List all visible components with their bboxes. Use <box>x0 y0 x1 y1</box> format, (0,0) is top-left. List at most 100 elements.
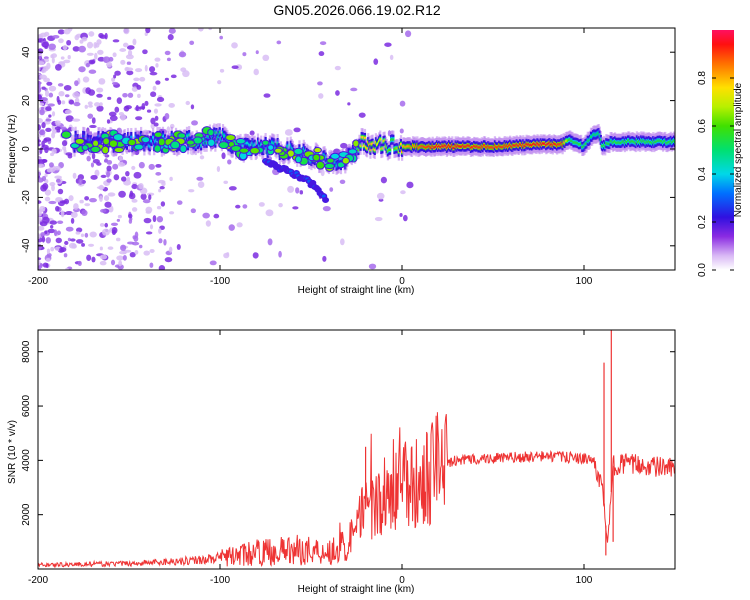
noise-speckle <box>59 246 67 253</box>
noise-speckle <box>61 100 66 105</box>
snr-axes: -200 -100 0 100 2000 4000 6000 8000 <box>21 330 675 586</box>
noise-speckle <box>84 203 91 207</box>
noise-speckle <box>322 205 331 212</box>
noise-speckle <box>399 213 403 217</box>
colorbar-label: Normalized spectral amplitude <box>733 82 744 217</box>
noise-speckle <box>134 250 139 255</box>
noise-speckle <box>48 92 54 98</box>
noise-speckle <box>267 238 273 246</box>
noise-speckle <box>334 65 341 71</box>
noise-speckle <box>38 216 42 222</box>
noise-speckle <box>136 84 142 90</box>
colorbar-tick-label: 0.0 <box>697 263 708 277</box>
ridge-core <box>672 139 675 142</box>
noise-speckle <box>63 253 68 258</box>
noise-speckle <box>155 80 161 85</box>
noise-speckle <box>132 38 137 46</box>
noise-speckle <box>406 181 414 189</box>
ridge-blob <box>326 157 335 164</box>
noise-speckle <box>403 214 408 222</box>
noise-speckle <box>138 182 144 190</box>
noise-speckle <box>38 143 41 147</box>
ridge-blob <box>312 153 321 162</box>
y-tick-label: -20 <box>21 190 32 205</box>
noise-speckle <box>135 116 143 121</box>
ridge-blob <box>127 138 137 147</box>
noise-speckle <box>64 240 69 246</box>
noise-speckle <box>199 155 205 160</box>
noise-speckle <box>191 120 198 126</box>
noise-speckle <box>68 195 74 202</box>
noise-speckle <box>153 108 159 114</box>
noise-speckle <box>49 220 58 225</box>
noise-speckle <box>176 200 183 205</box>
noise-speckle <box>347 102 351 106</box>
noise-speckle <box>317 81 323 86</box>
noise-speckle <box>100 208 107 213</box>
noise-speckle <box>120 113 126 121</box>
noise-speckle <box>96 87 104 93</box>
noise-speckle <box>77 174 85 181</box>
noise-speckle <box>38 123 42 131</box>
noise-speckle <box>340 142 348 149</box>
noise-speckle <box>39 221 48 227</box>
noise-speckle <box>138 106 146 110</box>
x-tick-label: -200 <box>28 276 48 287</box>
noise-speckle <box>74 80 79 87</box>
noise-speckle <box>115 237 121 242</box>
noise-speckle <box>135 104 139 112</box>
noise-speckle <box>284 129 293 136</box>
noise-speckle <box>89 124 97 129</box>
noise-speckle <box>109 115 118 122</box>
noise-speckle <box>81 242 86 247</box>
noise-speckle <box>340 238 345 246</box>
y-tick-label: 6000 <box>21 394 32 417</box>
ridge-core <box>185 134 189 138</box>
noise-speckle <box>155 163 162 168</box>
noise-speckle <box>38 118 43 124</box>
noise-speckle <box>113 74 117 79</box>
ridge-blob <box>239 147 250 154</box>
noise-speckle <box>169 211 175 215</box>
snr-frame <box>37 329 676 570</box>
noise-speckle <box>143 250 151 256</box>
noise-speckle <box>60 56 65 60</box>
noise-speckle <box>148 194 152 201</box>
ridge-blob <box>267 144 275 151</box>
noise-speckle <box>40 106 45 110</box>
noise-speckle <box>373 58 379 65</box>
noise-speckle <box>72 91 81 99</box>
noise-speckle <box>399 100 406 107</box>
snr-ylabel: SNR (10 * v/v) <box>7 420 18 484</box>
ridge-blob <box>324 162 335 170</box>
noise-speckle <box>58 90 65 97</box>
noise-speckle <box>278 203 283 208</box>
x-tick-label: 100 <box>576 276 593 287</box>
spectrogram-ylabel: Frequency (Hz) <box>7 115 18 184</box>
noise-speckle <box>99 254 108 260</box>
noise-speckle <box>148 163 155 170</box>
noise-speckle <box>123 105 130 112</box>
noise-speckle <box>125 67 134 72</box>
noise-speckle <box>99 34 107 39</box>
noise-speckle <box>50 224 54 229</box>
noise-speckle <box>216 165 221 173</box>
noise-speckle <box>56 230 61 236</box>
colorbar-gradient <box>712 30 734 270</box>
noise-speckle <box>79 39 84 44</box>
noise-speckle <box>89 231 97 238</box>
noise-speckle <box>120 244 127 252</box>
noise-speckle <box>38 134 42 139</box>
noise-speckle <box>94 169 100 177</box>
ridge-core <box>388 148 392 151</box>
noise-speckle <box>51 111 56 117</box>
ridge-core <box>392 138 395 141</box>
noise-speckle <box>127 92 134 98</box>
noise-speckle <box>155 171 162 176</box>
snr-panel: -200 -100 0 100 2000 4000 6000 8000 Height of s… <box>7 329 676 595</box>
noise-speckle <box>38 80 41 88</box>
noise-speckle <box>205 220 211 227</box>
noise-speckle <box>38 243 43 251</box>
noise-speckle <box>107 96 112 100</box>
noise-speckle <box>45 118 52 122</box>
